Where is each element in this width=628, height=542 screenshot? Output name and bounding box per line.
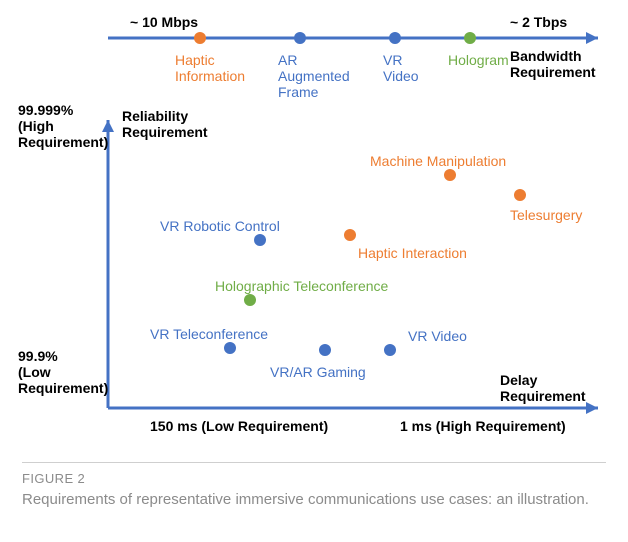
scatter-point-4: [244, 294, 256, 306]
scatter-label-4: Holographic Teleconference: [215, 278, 388, 294]
bandwidth-point-label-3: Hologram: [448, 52, 509, 68]
scatter-point-3: [344, 229, 356, 241]
bandwidth-point-label-1: AR Augmented Frame: [278, 52, 350, 100]
reliability-axis-title: Reliability Requirement: [122, 108, 208, 140]
scatter-point-1: [514, 189, 526, 201]
scatter-label-0: Machine Manipulation: [370, 153, 506, 169]
bandwidth-point-label-0: Haptic Information: [175, 52, 245, 84]
delay-axis-title: Delay Requirement: [500, 372, 586, 404]
scatter-label-6: VR Video: [408, 328, 467, 344]
bandwidth-point-1: [294, 32, 306, 44]
bandwidth-point-label-2: VR Video: [383, 52, 419, 84]
scatter-point-7: [319, 344, 331, 356]
bandwidth-point-2: [389, 32, 401, 44]
bandwidth-point-3: [464, 32, 476, 44]
scatter-label-3: Haptic Interaction: [358, 245, 467, 261]
bandwidth-axis-title: Bandwidth Requirement: [510, 48, 596, 80]
scatter-label-5: VR Teleconference: [150, 326, 268, 342]
scatter-label-1: Telesurgery: [510, 207, 582, 223]
reliability-high-label: 99.999% (High Requirement): [18, 102, 108, 150]
chart-area: ~ 10 Mbps ~ 2 Tbps Bandwidth Requirement Ha…: [0, 0, 628, 455]
figure-text: Requirements of representative immersive…: [22, 490, 606, 510]
bandwidth-left-label: ~ 10 Mbps: [130, 14, 198, 30]
bandwidth-point-0: [194, 32, 206, 44]
scatter-point-0: [444, 169, 456, 181]
scatter-point-2: [254, 234, 266, 246]
reliability-low-label: 99.9% (Low Requirement): [18, 348, 108, 396]
figure-label: FIGURE 2: [22, 471, 606, 486]
delay-right-tick: 1 ms (High Requirement): [400, 418, 566, 434]
bandwidth-right-label: ~ 2 Tbps: [510, 14, 567, 30]
scatter-point-5: [224, 342, 236, 354]
scatter-point-6: [384, 344, 396, 356]
scatter-label-7: VR/AR Gaming: [270, 364, 366, 380]
scatter-label-2: VR Robotic Control: [160, 218, 280, 234]
delay-left-tick: 150 ms (Low Requirement): [150, 418, 328, 434]
figure-caption: FIGURE 2 Requirements of representative …: [22, 462, 606, 510]
